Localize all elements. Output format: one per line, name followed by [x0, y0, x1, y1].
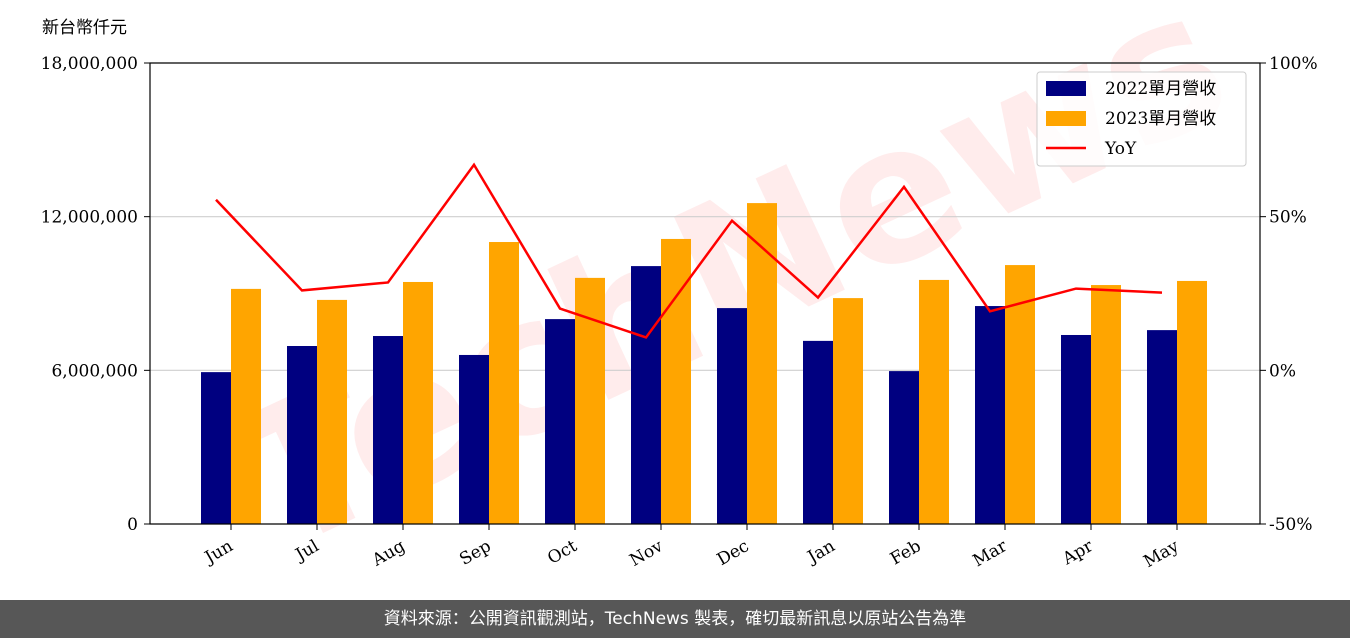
y2-tick-label: 0%: [1269, 361, 1296, 381]
bar: [889, 371, 919, 524]
bar: [803, 340, 833, 524]
y2-tick-label: 50%: [1269, 208, 1307, 228]
bar: [231, 288, 261, 524]
x-tick-label: Oct: [544, 536, 580, 569]
x-tick-label: Dec: [714, 536, 753, 570]
y-tick-label: 0: [127, 515, 138, 535]
bar: [661, 238, 691, 524]
bar: [373, 336, 403, 524]
bar: [833, 298, 863, 524]
x-tick-label: Nov: [626, 536, 666, 571]
y-axis-label: 新台幣仟元: [42, 18, 127, 38]
chart: TechNews 新台幣仟元 06,000,00012,000,00018,00…: [41, 0, 1318, 594]
x-tick-label: Apr: [1059, 536, 1098, 570]
bar: [1005, 265, 1035, 524]
source-note: 資料來源：公開資訊觀測站，TechNews 製表，確切最新訊息以原站公告為準: [0, 600, 1350, 638]
plot-frame: [149, 62, 1261, 525]
bar: [287, 346, 317, 524]
x-tick-label: Mar: [970, 536, 1012, 572]
x-tick-label: Sep: [456, 536, 494, 570]
legend-label: 2023單月營收: [1105, 109, 1216, 129]
bar: [403, 281, 433, 524]
bar: [1147, 330, 1177, 524]
y2-tick-label: -50%: [1269, 515, 1313, 535]
bar: [1061, 334, 1091, 524]
x-tick-label: May: [1140, 536, 1183, 572]
y-tick-label: 12,000,000: [41, 208, 138, 228]
bar: [201, 372, 231, 524]
bar: [919, 279, 949, 524]
y-tick-label: 18,000,000: [41, 54, 138, 74]
line: [215, 162, 1163, 339]
legend-swatch: [1046, 111, 1086, 126]
legend-swatch: [1046, 81, 1086, 96]
bar: [1177, 280, 1207, 524]
y-tick-label: 6,000,000: [51, 361, 138, 381]
y2-tick-label: 100%: [1269, 54, 1318, 74]
legend-box: [1036, 71, 1247, 167]
bar: [317, 299, 347, 524]
bar: [717, 308, 747, 524]
legend-label: YoY: [1104, 139, 1137, 159]
x-tick-label: Jun: [200, 536, 237, 569]
bar: [631, 266, 661, 524]
bar: [489, 242, 519, 524]
bar: [975, 306, 1005, 524]
x-tick-label: Jan: [803, 536, 839, 568]
bar: [545, 319, 575, 524]
legend-label: 2022單月營收: [1105, 79, 1216, 99]
bar: [459, 354, 489, 524]
x-tick-label: Feb: [887, 536, 925, 569]
bar: [747, 203, 777, 524]
bar: [1091, 285, 1121, 524]
